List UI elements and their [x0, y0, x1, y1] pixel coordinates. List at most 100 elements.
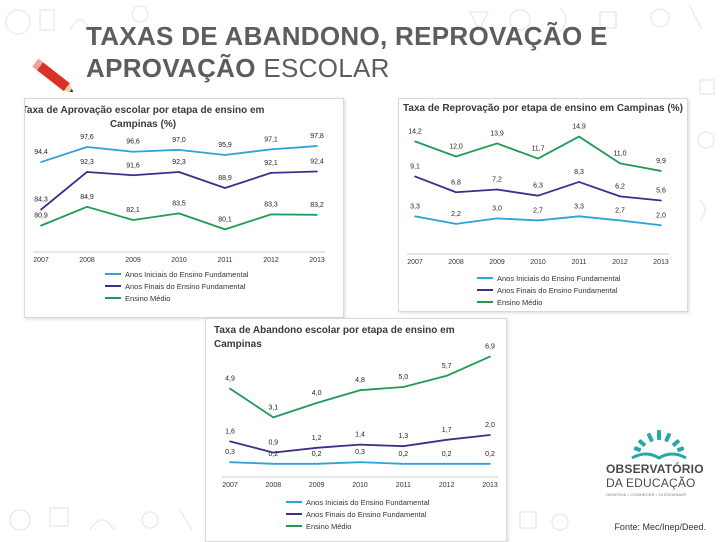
data-point-finais: [445, 439, 448, 441]
x-tick-label: 2008: [266, 482, 282, 489]
data-label-iniciais: 97,6: [80, 134, 94, 141]
data-point-medio: [660, 170, 662, 172]
data-label-iniciais: 97,8: [310, 133, 324, 140]
data-point-iniciais: [660, 224, 662, 227]
data-point-finais: [455, 191, 457, 194]
x-tick-label: 2011: [571, 259, 586, 266]
data-label-medio: 5,7: [442, 363, 452, 370]
x-tick-label: 2010: [530, 259, 546, 266]
data-label-medio: 13,9: [490, 130, 504, 137]
data-point-finais: [359, 443, 361, 446]
data-point-medio: [414, 140, 416, 143]
open-book-icon: [631, 430, 687, 460]
data-point-finais: [224, 187, 226, 189]
data-label-finais: 5,6: [656, 188, 666, 195]
legend-label-finais: Anos Finais do Ensino Fundamental: [125, 282, 246, 291]
data-point-iniciais: [272, 463, 275, 465]
data-label-finais: 6,2: [615, 183, 625, 190]
legend-label-medio: Ensino Médio: [306, 522, 351, 531]
data-label-iniciais: 0,2: [485, 451, 495, 458]
x-tick-label: 2007: [33, 257, 49, 264]
data-label-iniciais: 3,0: [492, 205, 502, 212]
slide-title-bold: TAXAS DE ABANDONO, REPROVAÇÃO E APROVAÇÃ…: [86, 21, 608, 83]
data-point-finais: [660, 199, 662, 202]
data-point-iniciais: [359, 461, 361, 463]
data-label-iniciais: 97,1: [264, 136, 278, 143]
data-point-iniciais: [578, 215, 580, 218]
data-point-medio: [86, 206, 88, 208]
x-tick-label: 2013: [653, 259, 669, 266]
data-point-iniciais: [178, 149, 180, 151]
data-label-medio: 4,8: [355, 377, 365, 384]
x-tick-label: 2009: [489, 259, 505, 266]
pencil-icon: [32, 58, 74, 93]
logo-line1: OBSERVATÓRIO: [606, 462, 704, 476]
data-point-medio: [229, 387, 231, 390]
data-point-finais: [316, 170, 318, 173]
data-label-iniciais: 2,0: [656, 212, 666, 219]
series-line-medio: [40, 205, 318, 231]
legend-label-medio: Ensino Médio: [497, 298, 542, 307]
data-label-medio: 14,9: [572, 124, 586, 131]
data-point-iniciais: [270, 148, 272, 151]
data-point-finais: [537, 194, 539, 197]
data-point-medio: [496, 142, 498, 145]
data-point-iniciais: [132, 150, 134, 153]
data-label-finais: 7,2: [492, 177, 502, 184]
data-point-iniciais: [537, 219, 539, 222]
data-label-iniciais: 3,3: [574, 203, 584, 210]
data-point-medio: [578, 135, 580, 138]
data-label-iniciais: 95,9: [218, 142, 232, 149]
data-label-iniciais: 0,3: [225, 449, 235, 456]
data-point-iniciais: [414, 215, 416, 218]
x-tick-label: 2009: [125, 257, 141, 264]
data-label-finais: 0,9: [268, 440, 278, 447]
data-point-finais: [619, 195, 621, 198]
chart-title-line2: Campinas (%): [110, 119, 176, 130]
x-tick-label: 2008: [448, 259, 464, 266]
failure-chart-panel: Taxa de Reprovação por etapa de ensino e…: [398, 98, 688, 312]
data-point-medio: [455, 155, 457, 158]
approval-chart: Taxa de Aprovação escolar por etapa de e…: [25, 105, 325, 303]
data-point-medio: [272, 416, 275, 419]
source-note: Fonte: Mec/Inep/Deed.: [614, 522, 706, 532]
data-point-medio: [445, 375, 448, 377]
data-point-finais: [489, 434, 491, 436]
data-label-iniciais: 0,2: [312, 451, 322, 458]
data-point-medio: [178, 212, 180, 215]
data-label-medio: 9,9: [656, 158, 666, 165]
data-point-iniciais: [455, 223, 457, 225]
data-label-finais: 91,6: [126, 162, 140, 169]
data-point-finais: [414, 175, 416, 178]
x-tick-label: 2011: [396, 482, 411, 489]
data-label-iniciais: 0,2: [398, 451, 408, 458]
x-tick-label: 2008: [79, 257, 95, 264]
data-point-finais: [402, 445, 405, 447]
data-label-medio: 3,1: [268, 404, 278, 411]
logo-line2: DA EDUCAÇÃO: [606, 476, 696, 490]
data-label-finais: 9,1: [410, 163, 420, 170]
data-label-medio: 4,9: [225, 376, 235, 383]
data-point-iniciais: [229, 461, 231, 463]
data-point-iniciais: [489, 463, 491, 465]
legend-label-finais: Anos Finais do Ensino Fundamental: [306, 510, 427, 519]
data-point-finais: [86, 171, 88, 173]
data-label-iniciais: 2,7: [615, 207, 625, 214]
data-point-finais: [496, 188, 498, 191]
data-label-medio: 4,0: [312, 390, 322, 397]
legend-label-medio: Ensino Médio: [125, 294, 170, 303]
data-label-medio: 82,1: [126, 207, 140, 214]
x-tick-label: 2010: [171, 257, 187, 264]
x-tick-label: 2012: [263, 257, 279, 264]
data-label-finais: 6,3: [533, 183, 543, 190]
data-point-medio: [489, 355, 491, 358]
legend-label-iniciais: Anos Iniciais do Ensino Fundamental: [306, 498, 430, 507]
x-tick-label: 2011: [217, 257, 232, 264]
data-label-iniciais: 3,3: [410, 203, 420, 210]
data-label-finais: 6,8: [451, 179, 461, 186]
data-point-iniciais: [315, 463, 318, 465]
data-label-finais: 92,1: [264, 160, 278, 167]
data-point-finais: [229, 440, 231, 443]
data-label-medio: 84,9: [80, 194, 94, 201]
data-label-finais: 1,6: [225, 428, 235, 435]
